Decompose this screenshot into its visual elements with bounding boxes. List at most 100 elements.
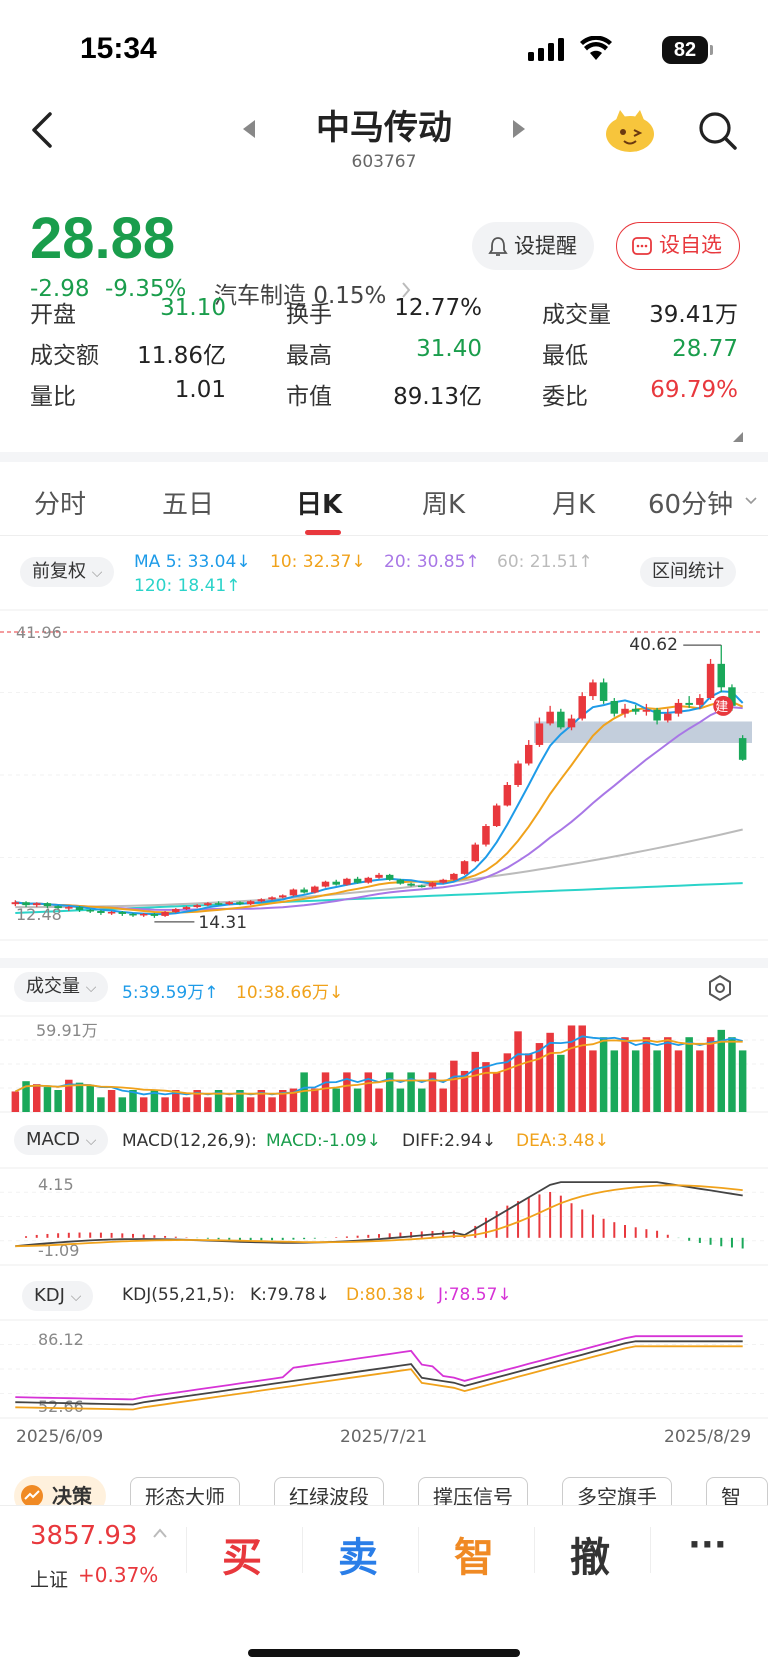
kdj-dropdown[interactable]: KDJ ⌵ bbox=[22, 1281, 94, 1311]
volume-bar bbox=[182, 1097, 191, 1112]
candle bbox=[161, 911, 169, 916]
volume-bar bbox=[246, 1097, 255, 1112]
volume-bar bbox=[86, 1085, 94, 1112]
volume-bar bbox=[492, 1072, 501, 1112]
sector-link[interactable]: 汽车制造 0.15% bbox=[214, 283, 387, 309]
candle bbox=[343, 878, 351, 885]
macd-dropdown[interactable]: MACD ⌵ bbox=[14, 1125, 109, 1155]
index-name: 上证 bbox=[30, 1569, 69, 1591]
chevron-down-icon: ⌵ bbox=[70, 1289, 82, 1305]
tab-minute[interactable]: 分时 bbox=[34, 490, 87, 520]
kdj-d-line bbox=[15, 1345, 743, 1411]
search-icon[interactable] bbox=[697, 110, 739, 152]
divider bbox=[534, 1527, 535, 1573]
price-change-pct: -9.35% bbox=[105, 276, 187, 302]
index-change: +0.37% bbox=[78, 1563, 159, 1587]
tool-bull-bear[interactable]: 多空旗手 bbox=[562, 1477, 672, 1508]
volume-bar bbox=[32, 1084, 41, 1112]
tab-weekly-k[interactable]: 周K bbox=[422, 490, 466, 520]
stats-row: 成交额 11.86亿 最高 31.40 最低 28.77 bbox=[30, 336, 740, 374]
candle bbox=[664, 713, 672, 721]
settings-icon[interactable] bbox=[706, 974, 734, 1002]
candle bbox=[492, 805, 501, 827]
stat-label: 换手 bbox=[286, 302, 332, 328]
ma5-label: MA 5: 33.04↓ bbox=[134, 552, 251, 572]
tool-support-resistance[interactable]: 撑压信号 bbox=[418, 1477, 528, 1508]
tool-pattern-master[interactable]: 形态大师 bbox=[130, 1477, 240, 1508]
decision-chip[interactable]: 决策 bbox=[14, 1476, 106, 1508]
stats-row: 量比 1.01 市值 89.13亿 委比 69.79% bbox=[30, 377, 740, 415]
candle bbox=[578, 696, 586, 719]
candle bbox=[375, 874, 383, 878]
tab-five-day[interactable]: 五日 bbox=[162, 490, 215, 520]
volume-bar bbox=[738, 1050, 747, 1112]
volume-bar bbox=[471, 1051, 480, 1112]
volume-bar bbox=[225, 1097, 234, 1112]
stat-value: 31.10 bbox=[160, 295, 226, 321]
tab-60min[interactable]: 60分钟 bbox=[648, 490, 734, 520]
volume-bar bbox=[439, 1088, 447, 1112]
wifi-icon bbox=[580, 36, 612, 60]
macd-value: MACD:-1.09↓ bbox=[266, 1131, 381, 1151]
min-price-label: 14.31 bbox=[198, 913, 247, 933]
candle bbox=[97, 911, 105, 913]
range-stats-button[interactable]: 区间统计 bbox=[640, 557, 736, 587]
cancel-order-button[interactable]: 撤 bbox=[570, 1535, 610, 1581]
volume-dropdown[interactable]: 成交量 ⌵ bbox=[14, 972, 109, 1002]
add-watchlist-button[interactable]: 设自选 bbox=[616, 222, 740, 270]
date-mid: 2025/7/21 bbox=[340, 1427, 428, 1447]
cellular-signal-icon bbox=[528, 38, 564, 61]
badge-circle bbox=[713, 695, 734, 716]
volume-bar bbox=[321, 1072, 330, 1112]
stat-value: 12.77% bbox=[394, 295, 482, 321]
stat-label: 开盘 bbox=[30, 302, 76, 328]
candle bbox=[300, 889, 308, 893]
candle bbox=[32, 903, 41, 906]
mascot-icon[interactable] bbox=[604, 108, 656, 154]
volume-bar bbox=[300, 1072, 308, 1112]
volume-bar bbox=[717, 1029, 726, 1112]
candle bbox=[621, 708, 629, 714]
adjust-dropdown[interactable]: 前复权 ⌵ bbox=[20, 557, 115, 587]
index-value[interactable]: 3857.93 bbox=[30, 1521, 138, 1551]
candle bbox=[610, 700, 619, 714]
set-alert-button[interactable]: 设提醒 bbox=[472, 222, 594, 270]
volume-bar bbox=[524, 1053, 533, 1112]
volume-bar bbox=[214, 1090, 223, 1112]
candle bbox=[546, 711, 554, 724]
prev-stock-icon[interactable] bbox=[240, 118, 258, 140]
stat-label: 市值 bbox=[286, 384, 332, 410]
tool-red-green-band[interactable]: 红绿波段 bbox=[274, 1477, 384, 1508]
candle bbox=[567, 718, 576, 728]
smart-button[interactable]: 智 bbox=[454, 1535, 494, 1581]
tab-daily-k[interactable]: 日K bbox=[296, 490, 343, 520]
candle bbox=[706, 663, 715, 699]
tab-monthly-k[interactable]: 月K bbox=[552, 490, 596, 520]
trend-icon bbox=[21, 1485, 43, 1507]
sell-button[interactable]: 卖 bbox=[338, 1535, 378, 1581]
volume-bar bbox=[311, 1088, 319, 1112]
next-stock-icon[interactable] bbox=[510, 118, 528, 140]
candle bbox=[482, 826, 490, 845]
back-icon[interactable] bbox=[28, 110, 56, 150]
volume-bar bbox=[139, 1097, 148, 1112]
candle bbox=[225, 902, 234, 905]
volume-bar bbox=[631, 1050, 640, 1112]
ma120-label: 120: 18.41↑ bbox=[134, 576, 241, 596]
candle bbox=[728, 687, 736, 706]
candle bbox=[214, 903, 223, 905]
candle bbox=[385, 874, 394, 880]
tool-smart[interactable]: 智能 bbox=[706, 1477, 768, 1508]
candle bbox=[107, 911, 116, 914]
candle bbox=[150, 913, 159, 916]
stat-value: 69.79% bbox=[650, 377, 738, 403]
volume-bar bbox=[364, 1072, 373, 1112]
macd-title: MACD bbox=[26, 1129, 80, 1150]
ma60-line bbox=[15, 828, 743, 909]
more-button[interactable]: ··· bbox=[688, 1525, 727, 1565]
build-badge: 建 bbox=[715, 700, 728, 715]
bottom-divider bbox=[0, 1505, 768, 1506]
volume-bar bbox=[503, 1053, 512, 1112]
buy-button[interactable]: 买 bbox=[222, 1535, 262, 1581]
